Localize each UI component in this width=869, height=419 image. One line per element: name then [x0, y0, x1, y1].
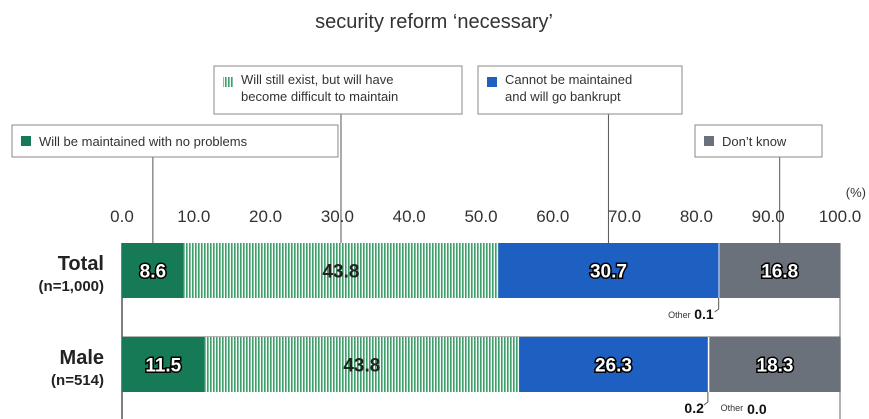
legend-label: Cannot be maintained: [505, 72, 632, 87]
legend-label: and will go bankrupt: [505, 89, 621, 104]
legend-swatch: [223, 77, 233, 87]
other-callout-value: 0.0: [747, 401, 767, 417]
legend-box: [11, 124, 339, 158]
x-tick-label: 10.0: [177, 207, 210, 226]
other-callout-value: 0.1: [694, 306, 714, 322]
x-tick-label: 0.0: [110, 207, 134, 226]
legend-label: Don’t know: [722, 134, 787, 149]
bar-segment: [709, 337, 841, 392]
row-labels: Total (n=1,000) Male (n=514): [39, 253, 104, 389]
bar-segment: [498, 243, 719, 298]
legend-box: [213, 65, 463, 115]
other-callouts: Other 0.10.2 Other 0.0: [668, 298, 767, 417]
x-tick-label: 100.0: [819, 207, 862, 226]
bar-segment: [122, 337, 205, 392]
bars: [122, 243, 841, 392]
legend-label: Will be maintained with no problems: [39, 134, 248, 149]
legend-box: [694, 124, 823, 158]
bar-value-label: 43.8: [343, 356, 380, 377]
other-callout-value: 0.2: [684, 400, 704, 416]
other-callout-label: Other: [668, 310, 691, 320]
x-tick-label: 90.0: [752, 207, 785, 226]
other-leader-line: [703, 392, 709, 406]
bar-value-label: 43.8: [322, 262, 359, 283]
chart-title: security reform ‘necessary’: [315, 11, 553, 33]
x-tick-label: 40.0: [393, 207, 426, 226]
x-tick-label: 20.0: [249, 207, 282, 226]
legend-label: Will still exist, but will have: [241, 72, 393, 87]
legend-label: become difficult to maintain: [241, 89, 398, 104]
legend: Will be maintained with no problems Will …: [11, 65, 823, 158]
bar-value-label: 18.3: [757, 356, 794, 377]
bar-value-label: 30.7: [590, 262, 627, 283]
row-label: Total: [58, 253, 104, 275]
x-tick-label: 50.0: [464, 207, 497, 226]
legend-swatch: [21, 136, 31, 146]
legend-box: [477, 65, 683, 115]
x-axis: 0.0 10.0 20.0 30.0 40.0 50.0 60.0 70.0 80.0 90.0 1…: [110, 207, 861, 226]
x-tick-label: 30.0: [321, 207, 354, 226]
bar-segment: [122, 243, 184, 298]
x-tick-label: 60.0: [536, 207, 569, 226]
leader-lines: [152, 114, 781, 243]
bar-segment: [519, 337, 708, 392]
value-labels: 8.6 43.8 30.7 16.8 11.5 43.8 26.3 18.3: [138, 260, 800, 378]
bar-segment: [183, 243, 499, 298]
bar-segment: [718, 243, 720, 298]
bar-segment: [204, 337, 520, 392]
other-callout-label: Other: [721, 403, 744, 413]
axis-unit-label: (%): [846, 185, 866, 200]
x-tick-label: 80.0: [680, 207, 713, 226]
legend-swatch: [487, 77, 497, 87]
x-tick-label: 70.0: [608, 207, 641, 226]
bar-value-label: 26.3: [595, 356, 632, 377]
row-label: Male: [60, 347, 104, 369]
other-leader-line: [714, 298, 720, 313]
row-sample-size: (n=514): [51, 372, 104, 389]
bar-value-label: 11.5: [145, 356, 181, 377]
legend-swatch: [704, 136, 714, 146]
bar-segment: [719, 243, 840, 298]
row-sample-size: (n=1,000): [39, 278, 104, 295]
bar-value-label: 8.6: [140, 262, 166, 283]
bar-value-label: 16.8: [761, 262, 798, 283]
bar-segment: [707, 337, 710, 392]
